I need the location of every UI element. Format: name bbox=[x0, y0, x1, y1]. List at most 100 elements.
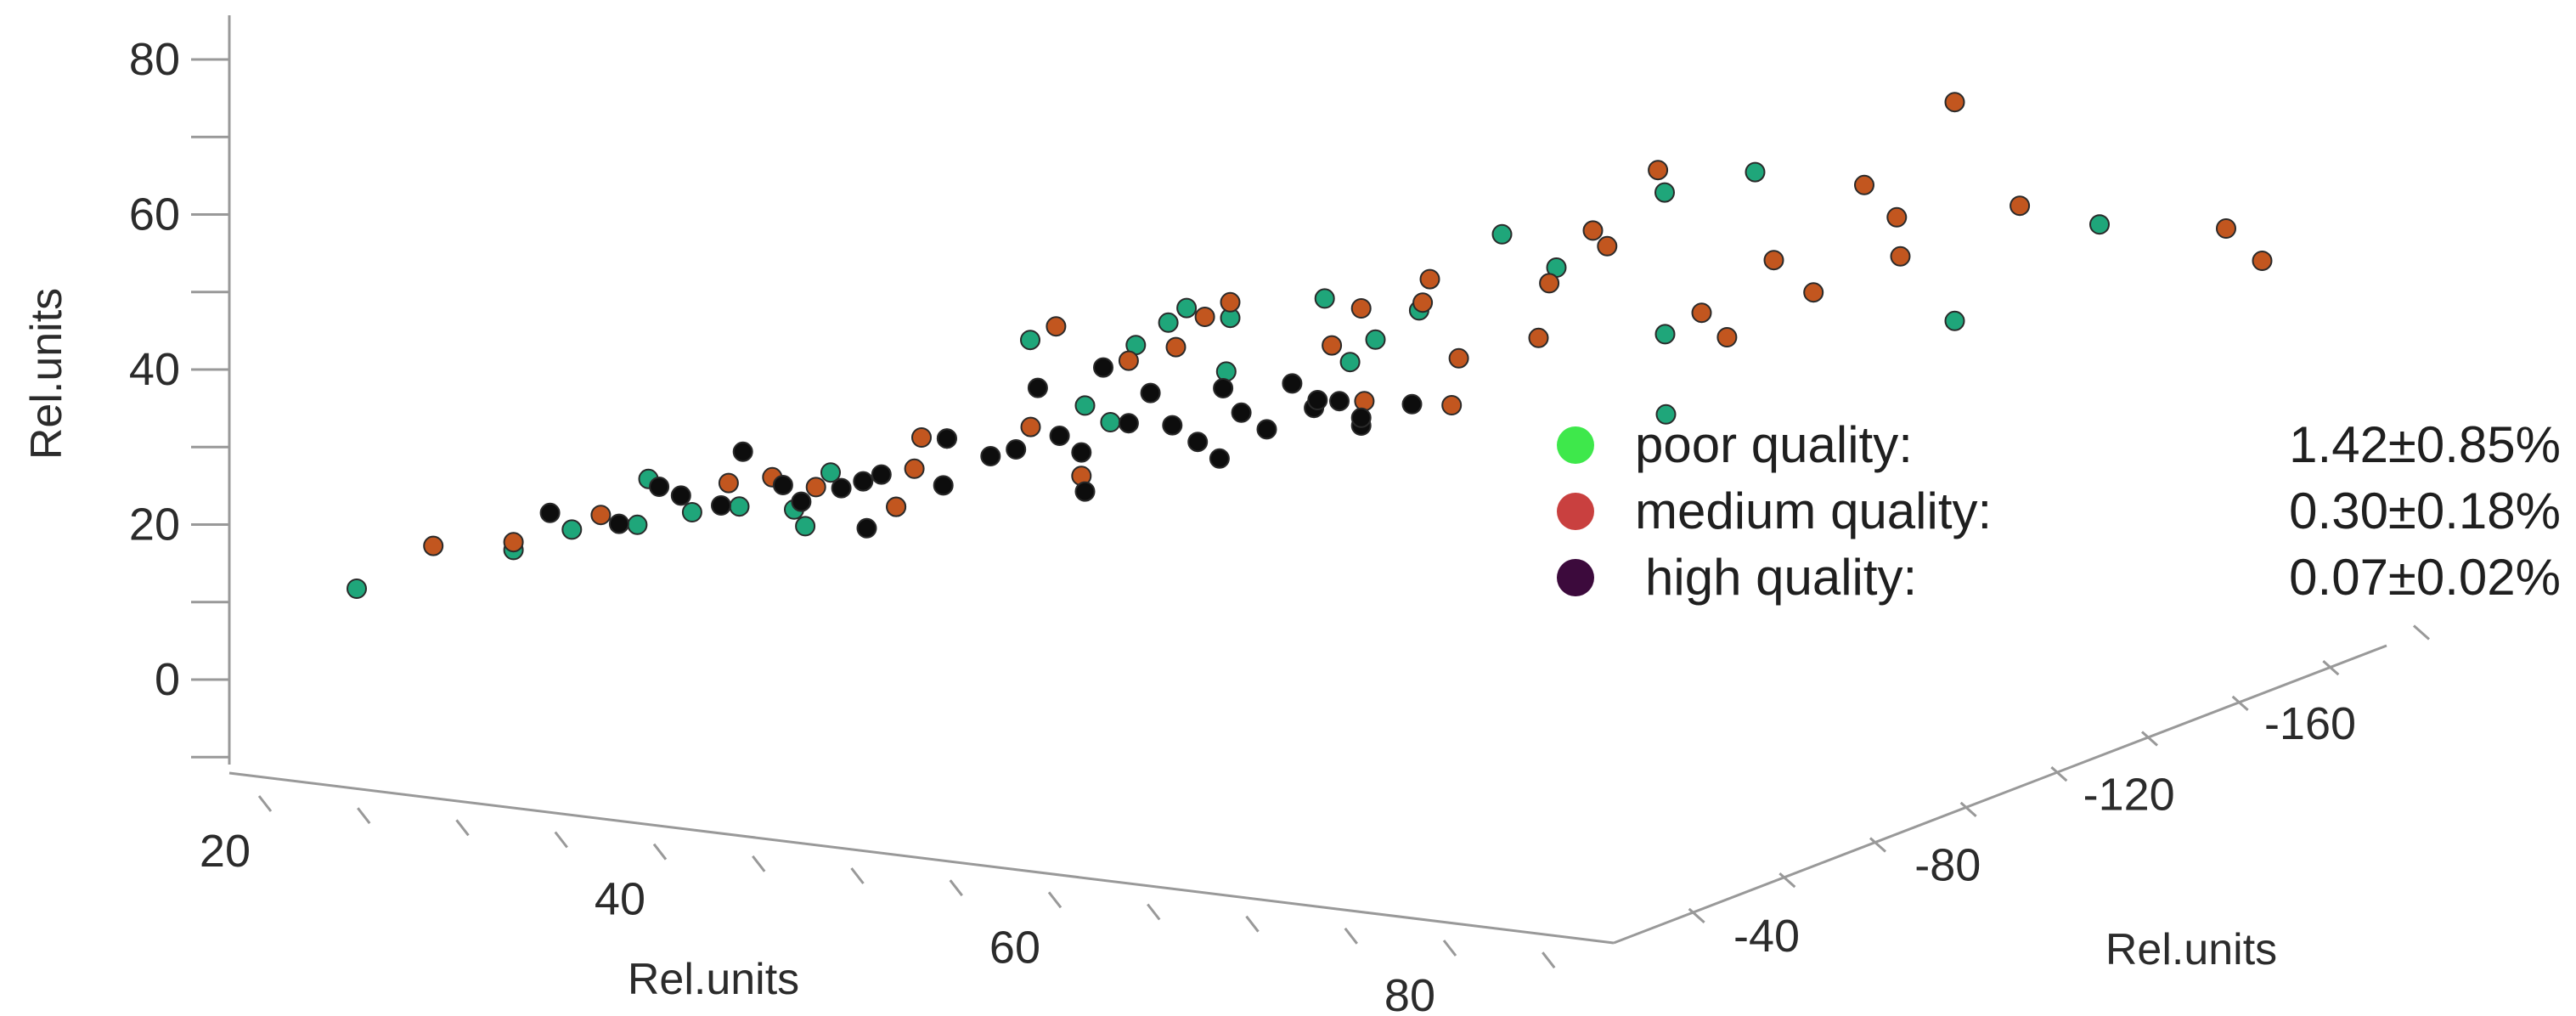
data-point-medium bbox=[1890, 246, 1911, 267]
data-point-medium bbox=[1350, 298, 1372, 319]
y-tick-mark bbox=[2050, 766, 2068, 782]
data-point-poor bbox=[1176, 297, 1198, 319]
y-axis-label: Rel.units bbox=[2105, 925, 2277, 974]
legend-value: 0.30±0.18% bbox=[2289, 483, 2561, 539]
data-point-poor bbox=[820, 462, 841, 483]
y-tick-mark bbox=[2141, 731, 2158, 747]
y-tick-mark bbox=[2322, 660, 2340, 676]
data-point-poor bbox=[1020, 330, 1040, 351]
x-axis-label: Rel.units bbox=[628, 955, 799, 1004]
data-point-high bbox=[980, 446, 1001, 466]
data-point-high bbox=[1093, 357, 1113, 378]
data-point-medium bbox=[1582, 220, 1604, 241]
x-tick-mark bbox=[752, 855, 766, 872]
data-point-medium bbox=[1448, 347, 1469, 369]
data-point-medium bbox=[805, 477, 826, 498]
data-point-medium bbox=[911, 427, 932, 448]
data-point-high bbox=[1049, 426, 1070, 446]
x-tick-label: 60 bbox=[989, 922, 1040, 973]
data-point-medium bbox=[1412, 292, 1434, 313]
data-point-medium bbox=[2216, 218, 2236, 239]
data-point-high bbox=[871, 464, 892, 485]
data-point-medium bbox=[1354, 391, 1375, 412]
z-tick-label: 40 bbox=[129, 344, 180, 395]
data-point-high bbox=[1162, 415, 1183, 436]
y-axis-line bbox=[1613, 644, 2387, 945]
data-point-poor bbox=[681, 502, 702, 522]
x-tick-mark bbox=[652, 843, 668, 861]
x-tick-mark bbox=[850, 867, 865, 884]
data-point-poor bbox=[1215, 361, 1237, 382]
data-point-medium bbox=[1322, 335, 1343, 356]
data-point-high bbox=[711, 495, 731, 516]
y-tick-label: -120 bbox=[2083, 769, 2175, 820]
data-point-poor bbox=[1339, 352, 1361, 373]
data-point-high bbox=[856, 517, 877, 539]
y-tick-mark bbox=[1869, 837, 1886, 853]
data-point-high bbox=[1071, 442, 1092, 463]
series-high bbox=[539, 357, 1423, 539]
legend-marker bbox=[1557, 493, 1594, 530]
data-point-poor bbox=[1654, 182, 1675, 203]
y-tick-mark bbox=[1688, 907, 1705, 923]
data-point-high bbox=[1282, 373, 1303, 394]
data-point-poor bbox=[1655, 404, 1677, 425]
y-tick-label: -80 bbox=[1914, 840, 1981, 891]
y-tick-label: -160 bbox=[2264, 698, 2356, 749]
data-point-medium bbox=[590, 505, 612, 526]
data-point-medium bbox=[1648, 160, 1669, 181]
data-point-medium bbox=[2252, 251, 2273, 271]
data-point-medium bbox=[1046, 316, 1067, 337]
data-point-high bbox=[1256, 419, 1277, 440]
y-tick-label: -40 bbox=[1733, 911, 1800, 962]
data-point-medium bbox=[1539, 273, 1560, 294]
data-point-medium bbox=[1220, 291, 1241, 313]
series-medium bbox=[423, 92, 2273, 556]
data-point-high bbox=[1401, 393, 1423, 415]
x-tick-mark bbox=[1442, 940, 1457, 957]
x-tick-mark bbox=[1245, 915, 1260, 933]
data-point-medium bbox=[1763, 250, 1784, 271]
data-point-poor bbox=[1314, 288, 1335, 309]
data-point-poor bbox=[1100, 412, 1121, 432]
x-tick-label: 40 bbox=[595, 874, 645, 925]
data-point-high bbox=[1329, 391, 1350, 412]
data-point-medium bbox=[886, 496, 907, 517]
z-tick-label: 20 bbox=[129, 500, 180, 550]
data-point-high bbox=[1027, 377, 1048, 398]
x-tick-mark bbox=[554, 831, 568, 849]
data-point-poor bbox=[561, 519, 583, 540]
data-point-poor bbox=[795, 516, 816, 537]
data-point-high bbox=[732, 441, 753, 462]
data-point-high bbox=[853, 471, 874, 492]
data-point-high bbox=[933, 475, 954, 496]
data-point-poor bbox=[1491, 223, 1513, 245]
data-point-poor bbox=[1074, 395, 1096, 416]
data-point-medium bbox=[904, 458, 925, 479]
x-tick-label: 80 bbox=[1384, 970, 1435, 1016]
axes: 0 20 40 60 80 Rel.units 20 40 60 80 Rel.units -40 -8… bbox=[22, 15, 2430, 1016]
legend-label: medium quality: bbox=[1635, 483, 1992, 539]
data-point-medium bbox=[1597, 235, 1618, 257]
data-point-medium bbox=[718, 472, 739, 494]
data-point-medium bbox=[1854, 174, 1874, 195]
legend-value: 1.42±0.85% bbox=[2289, 416, 2561, 473]
data-point-high bbox=[1231, 402, 1252, 423]
data-point-high bbox=[1209, 448, 1230, 469]
y-tick-mark bbox=[2413, 624, 2430, 641]
data-point-poor bbox=[729, 496, 750, 517]
x-tick-mark bbox=[455, 819, 470, 837]
data-point-medium bbox=[2010, 195, 2031, 217]
x-tick-mark bbox=[1542, 951, 1556, 969]
data-point-medium bbox=[1691, 302, 1712, 324]
z-tick-label: 60 bbox=[129, 189, 180, 240]
legend-marker bbox=[1557, 559, 1594, 596]
data-point-high bbox=[1307, 390, 1328, 410]
data-point-high bbox=[831, 477, 852, 499]
x-tick-mark bbox=[257, 795, 273, 812]
x-tick-mark bbox=[949, 879, 963, 897]
data-point-high bbox=[1213, 378, 1234, 398]
data-point-medium bbox=[1528, 327, 1549, 348]
y-tick-mark bbox=[2231, 695, 2249, 711]
y-tick-mark bbox=[1959, 801, 1977, 817]
